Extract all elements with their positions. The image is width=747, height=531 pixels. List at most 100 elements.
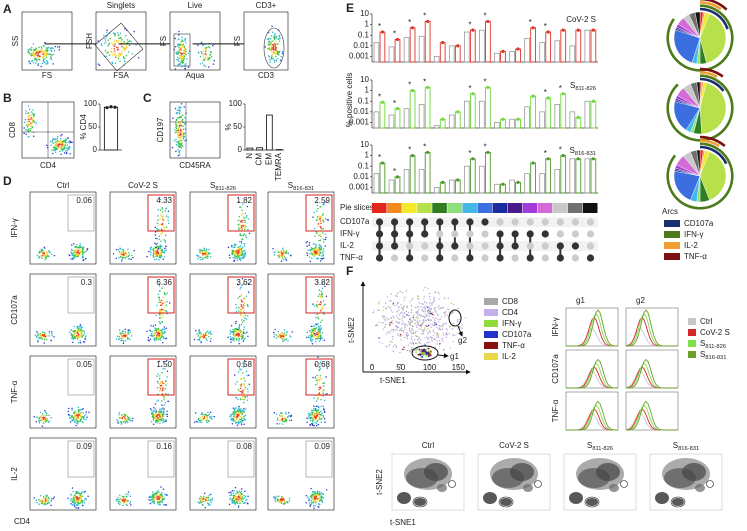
significance: * [544, 22, 547, 31]
event-dot [149, 330, 152, 332]
event-dot [161, 287, 163, 289]
matrix-dot [421, 218, 429, 226]
tsne-dot [417, 315, 419, 317]
gate-value: 3.62 [236, 278, 252, 287]
event-dot [122, 504, 124, 507]
event-dot [317, 207, 319, 210]
event-dot [315, 334, 317, 336]
event-dot [272, 48, 275, 51]
event-dot [177, 136, 179, 139]
tsne-dot [396, 321, 399, 323]
event-dot [177, 64, 179, 66]
legend-label: TNF-α [684, 252, 707, 261]
event-dot [233, 251, 236, 254]
event-dot [159, 418, 162, 421]
event-dot [155, 329, 157, 332]
event-dot [273, 61, 276, 63]
event-dot [237, 398, 239, 401]
event-dot [227, 246, 230, 249]
event-dot [161, 335, 163, 338]
event-dot [237, 306, 240, 309]
event-dot [244, 332, 247, 335]
event-dot [161, 415, 163, 418]
data-point [113, 105, 117, 109]
column-header-main: S [210, 181, 215, 190]
event-dot [278, 35, 281, 38]
tsne-dot [378, 301, 381, 303]
event-dot [156, 421, 159, 424]
event-dot [236, 380, 238, 383]
event-dot [51, 149, 53, 151]
event-dot [154, 246, 157, 249]
event-dot [55, 147, 57, 149]
bar [469, 29, 476, 63]
event-dot [33, 115, 35, 117]
event-dot [207, 420, 210, 422]
control-bar [539, 42, 545, 63]
event-dot [39, 332, 41, 335]
event-dot [279, 59, 282, 62]
event-dot [241, 488, 243, 490]
event-dot [44, 418, 47, 420]
event-dot [35, 336, 38, 338]
event-dot [247, 282, 250, 285]
event-dot [165, 420, 167, 423]
event-dot [317, 396, 320, 399]
matrix-dot [466, 254, 474, 262]
event-dot [38, 49, 40, 52]
matrix-dot [436, 254, 444, 262]
event-dot [306, 254, 309, 257]
pie-slice-key [537, 203, 553, 213]
tsne-dot [439, 328, 441, 330]
control-bar [584, 100, 591, 129]
event-dot [269, 61, 271, 63]
event-dot [197, 52, 200, 54]
column-header-sub: 811-826 [215, 186, 236, 192]
event-dot [238, 496, 240, 498]
event-dot [178, 60, 180, 63]
event-dot [71, 407, 73, 410]
tsne-dot [403, 316, 405, 319]
pie-slice-key [522, 203, 538, 213]
event-dot [53, 49, 56, 52]
event-dot [281, 495, 283, 498]
event-dot [270, 35, 273, 37]
event-dot [122, 56, 125, 58]
event-dot [243, 392, 245, 395]
event-dot [237, 506, 240, 508]
event-dot [131, 419, 133, 422]
event-dot [178, 50, 181, 52]
event-dot [229, 494, 231, 497]
event-dot [205, 48, 208, 50]
event-dot [317, 303, 319, 306]
tsne-dot [400, 312, 402, 314]
event-dot [240, 323, 243, 326]
event-dot [236, 250, 238, 252]
event-dot [126, 333, 128, 336]
event-dot [243, 418, 246, 421]
event-dot [38, 336, 40, 339]
tsne-dot [404, 328, 406, 330]
y-tick-label: 1 [365, 151, 370, 160]
event-dot [82, 259, 84, 262]
tsne-dot [397, 326, 400, 328]
event-dot [322, 382, 325, 384]
event-dot [233, 489, 235, 492]
event-dot [317, 330, 320, 333]
event-dot [40, 48, 43, 50]
event-dot [274, 496, 276, 498]
event-dot [321, 282, 323, 284]
event-dot [244, 360, 246, 362]
event-dot [160, 494, 162, 496]
tsne-dot [433, 338, 436, 340]
event-dot [321, 501, 324, 504]
event-dot [314, 505, 317, 507]
event-dot [162, 421, 164, 424]
event-dot [38, 422, 41, 424]
event-dot [243, 388, 246, 391]
event-dot [318, 500, 321, 502]
tsne-dot [424, 286, 426, 289]
event-dot [313, 227, 316, 230]
event-dot [205, 499, 207, 501]
event-dot [204, 257, 206, 259]
